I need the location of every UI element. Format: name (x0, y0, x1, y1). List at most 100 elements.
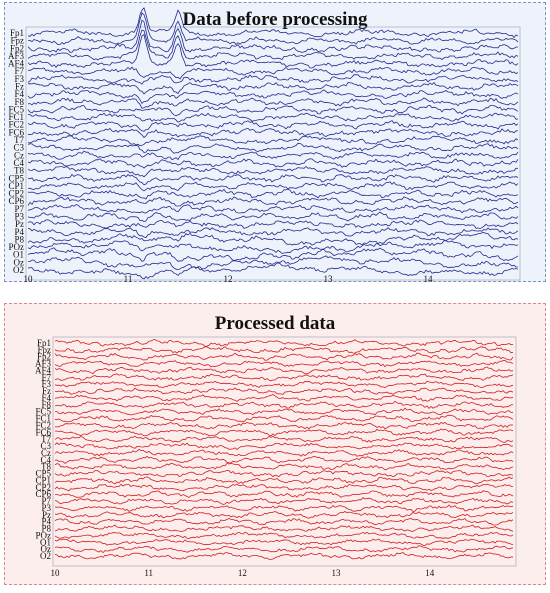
eeg-trace-t7 (54, 435, 514, 443)
eeg-trace-o1 (54, 538, 514, 546)
channel-label: Oz (41, 544, 52, 554)
channel-label: F4 (14, 89, 24, 99)
channel-label: T8 (14, 166, 24, 176)
eeg-trace-af3 (27, 29, 519, 61)
eeg-trace-cp6 (27, 196, 519, 207)
channel-label: Fp1 (10, 28, 24, 38)
channel-label: POz (9, 242, 25, 252)
x-tick-label: 13 (324, 274, 334, 284)
eeg-trace-fz (27, 82, 519, 95)
channel-label: P3 (14, 211, 24, 221)
eeg-trace-c4 (27, 158, 519, 169)
channel-label: CP2 (35, 482, 51, 492)
eeg-trace-fc1 (27, 112, 519, 123)
x-tick-label: 12 (224, 274, 233, 284)
channel-label: FC5 (35, 407, 51, 417)
eeg-trace-cp5 (54, 469, 514, 478)
eeg-trace-f4 (54, 394, 514, 402)
processed-eeg-panel: Processed data (4, 303, 546, 585)
channel-label: P8 (41, 524, 51, 534)
eeg-trace-o2 (27, 262, 519, 280)
eeg-trace-cp1 (27, 181, 519, 192)
channel-label: P4 (14, 227, 24, 237)
eeg-trace-t7 (27, 135, 519, 147)
eeg-trace-f3 (54, 380, 514, 389)
channel-label: Fp2 (10, 43, 24, 53)
eeg-trace-fpz (54, 346, 514, 354)
channel-label: F8 (41, 400, 51, 410)
eeg-trace-fc6 (27, 127, 519, 139)
eeg-trace-pz (54, 511, 514, 519)
channel-label: CP6 (8, 196, 24, 206)
plot-frame (52, 336, 517, 567)
channel-label: F7 (41, 372, 51, 382)
channel-label: CP1 (8, 181, 24, 191)
channel-label: CP5 (8, 173, 24, 183)
channel-label: T7 (41, 434, 51, 444)
eeg-trace-pz (27, 219, 519, 229)
eeg-trace-cz (27, 150, 519, 161)
eeg-trace-fp1 (54, 339, 514, 347)
eeg-trace-oz (54, 545, 514, 554)
channel-label: FC2 (35, 420, 51, 430)
channel-label: F3 (41, 379, 51, 389)
channel-label: Cz (41, 448, 51, 458)
eeg-trace-t8 (27, 165, 519, 178)
eeg-trace-fc1 (54, 414, 514, 423)
eeg-trace-fz (54, 387, 514, 395)
channel-label: C4 (40, 455, 51, 465)
eeg-trace-f4 (27, 89, 519, 105)
eeg-trace-fp2 (54, 352, 514, 361)
eeg-trace-f8 (27, 97, 519, 109)
channel-label: Pz (42, 510, 51, 520)
eeg-trace-c4 (54, 455, 514, 464)
eeg-trace-fc5 (55, 407, 514, 416)
eeg-trace-oz (27, 255, 519, 270)
eeg-trace-f8 (54, 400, 514, 409)
channel-label: Fp1 (37, 338, 51, 348)
channel-label: C3 (40, 441, 51, 451)
eeg-trace-c3 (54, 442, 514, 451)
x-tick-label: 12 (238, 568, 247, 578)
channel-label: T7 (14, 135, 24, 145)
channel-label: Fp2 (37, 352, 51, 362)
eeg-trace-f3 (27, 74, 519, 85)
channel-label: Cz (14, 150, 24, 160)
eeg-trace-p8 (27, 231, 519, 246)
channel-label: T8 (41, 462, 51, 472)
channel-label: AF3 (35, 359, 52, 369)
channel-label: Fz (42, 386, 51, 396)
eeg-trace-p7 (54, 496, 514, 505)
eeg-trace-poz (54, 531, 514, 540)
channel-label: AF3 (8, 51, 25, 61)
x-tick-label: 13 (332, 568, 342, 578)
channel-label: F4 (41, 393, 51, 403)
eeg-trace-af4 (27, 33, 519, 69)
channel-label: F8 (14, 97, 24, 107)
eeg-trace-fc2 (54, 421, 514, 430)
eeg-trace-p4 (54, 517, 514, 526)
chart-title: Data before processing (182, 9, 368, 30)
channel-label: FC1 (35, 414, 51, 424)
channel-label: O1 (13, 250, 24, 260)
channel-label: FC6 (35, 427, 51, 437)
eeg-trace-o1 (27, 247, 519, 262)
eeg-trace-cp5 (27, 173, 519, 186)
channel-label: P8 (14, 234, 24, 244)
eeg-trace-f7 (27, 66, 519, 80)
channel-label: POz (36, 530, 52, 540)
channel-label: C4 (13, 158, 24, 168)
channel-label: CP2 (8, 189, 24, 199)
eeg-trace-c3 (27, 142, 519, 154)
x-tick-label: 14 (424, 274, 434, 284)
channel-label: O1 (40, 537, 51, 547)
eeg-trace-fc2 (27, 120, 519, 132)
eeg-trace-p7 (27, 204, 519, 214)
eeg-trace-p3 (27, 211, 519, 223)
eeg-trace-p4 (27, 227, 519, 239)
channel-label: C3 (13, 143, 24, 153)
eeg-trace-cp6 (55, 490, 514, 498)
channel-label: O2 (40, 551, 51, 561)
